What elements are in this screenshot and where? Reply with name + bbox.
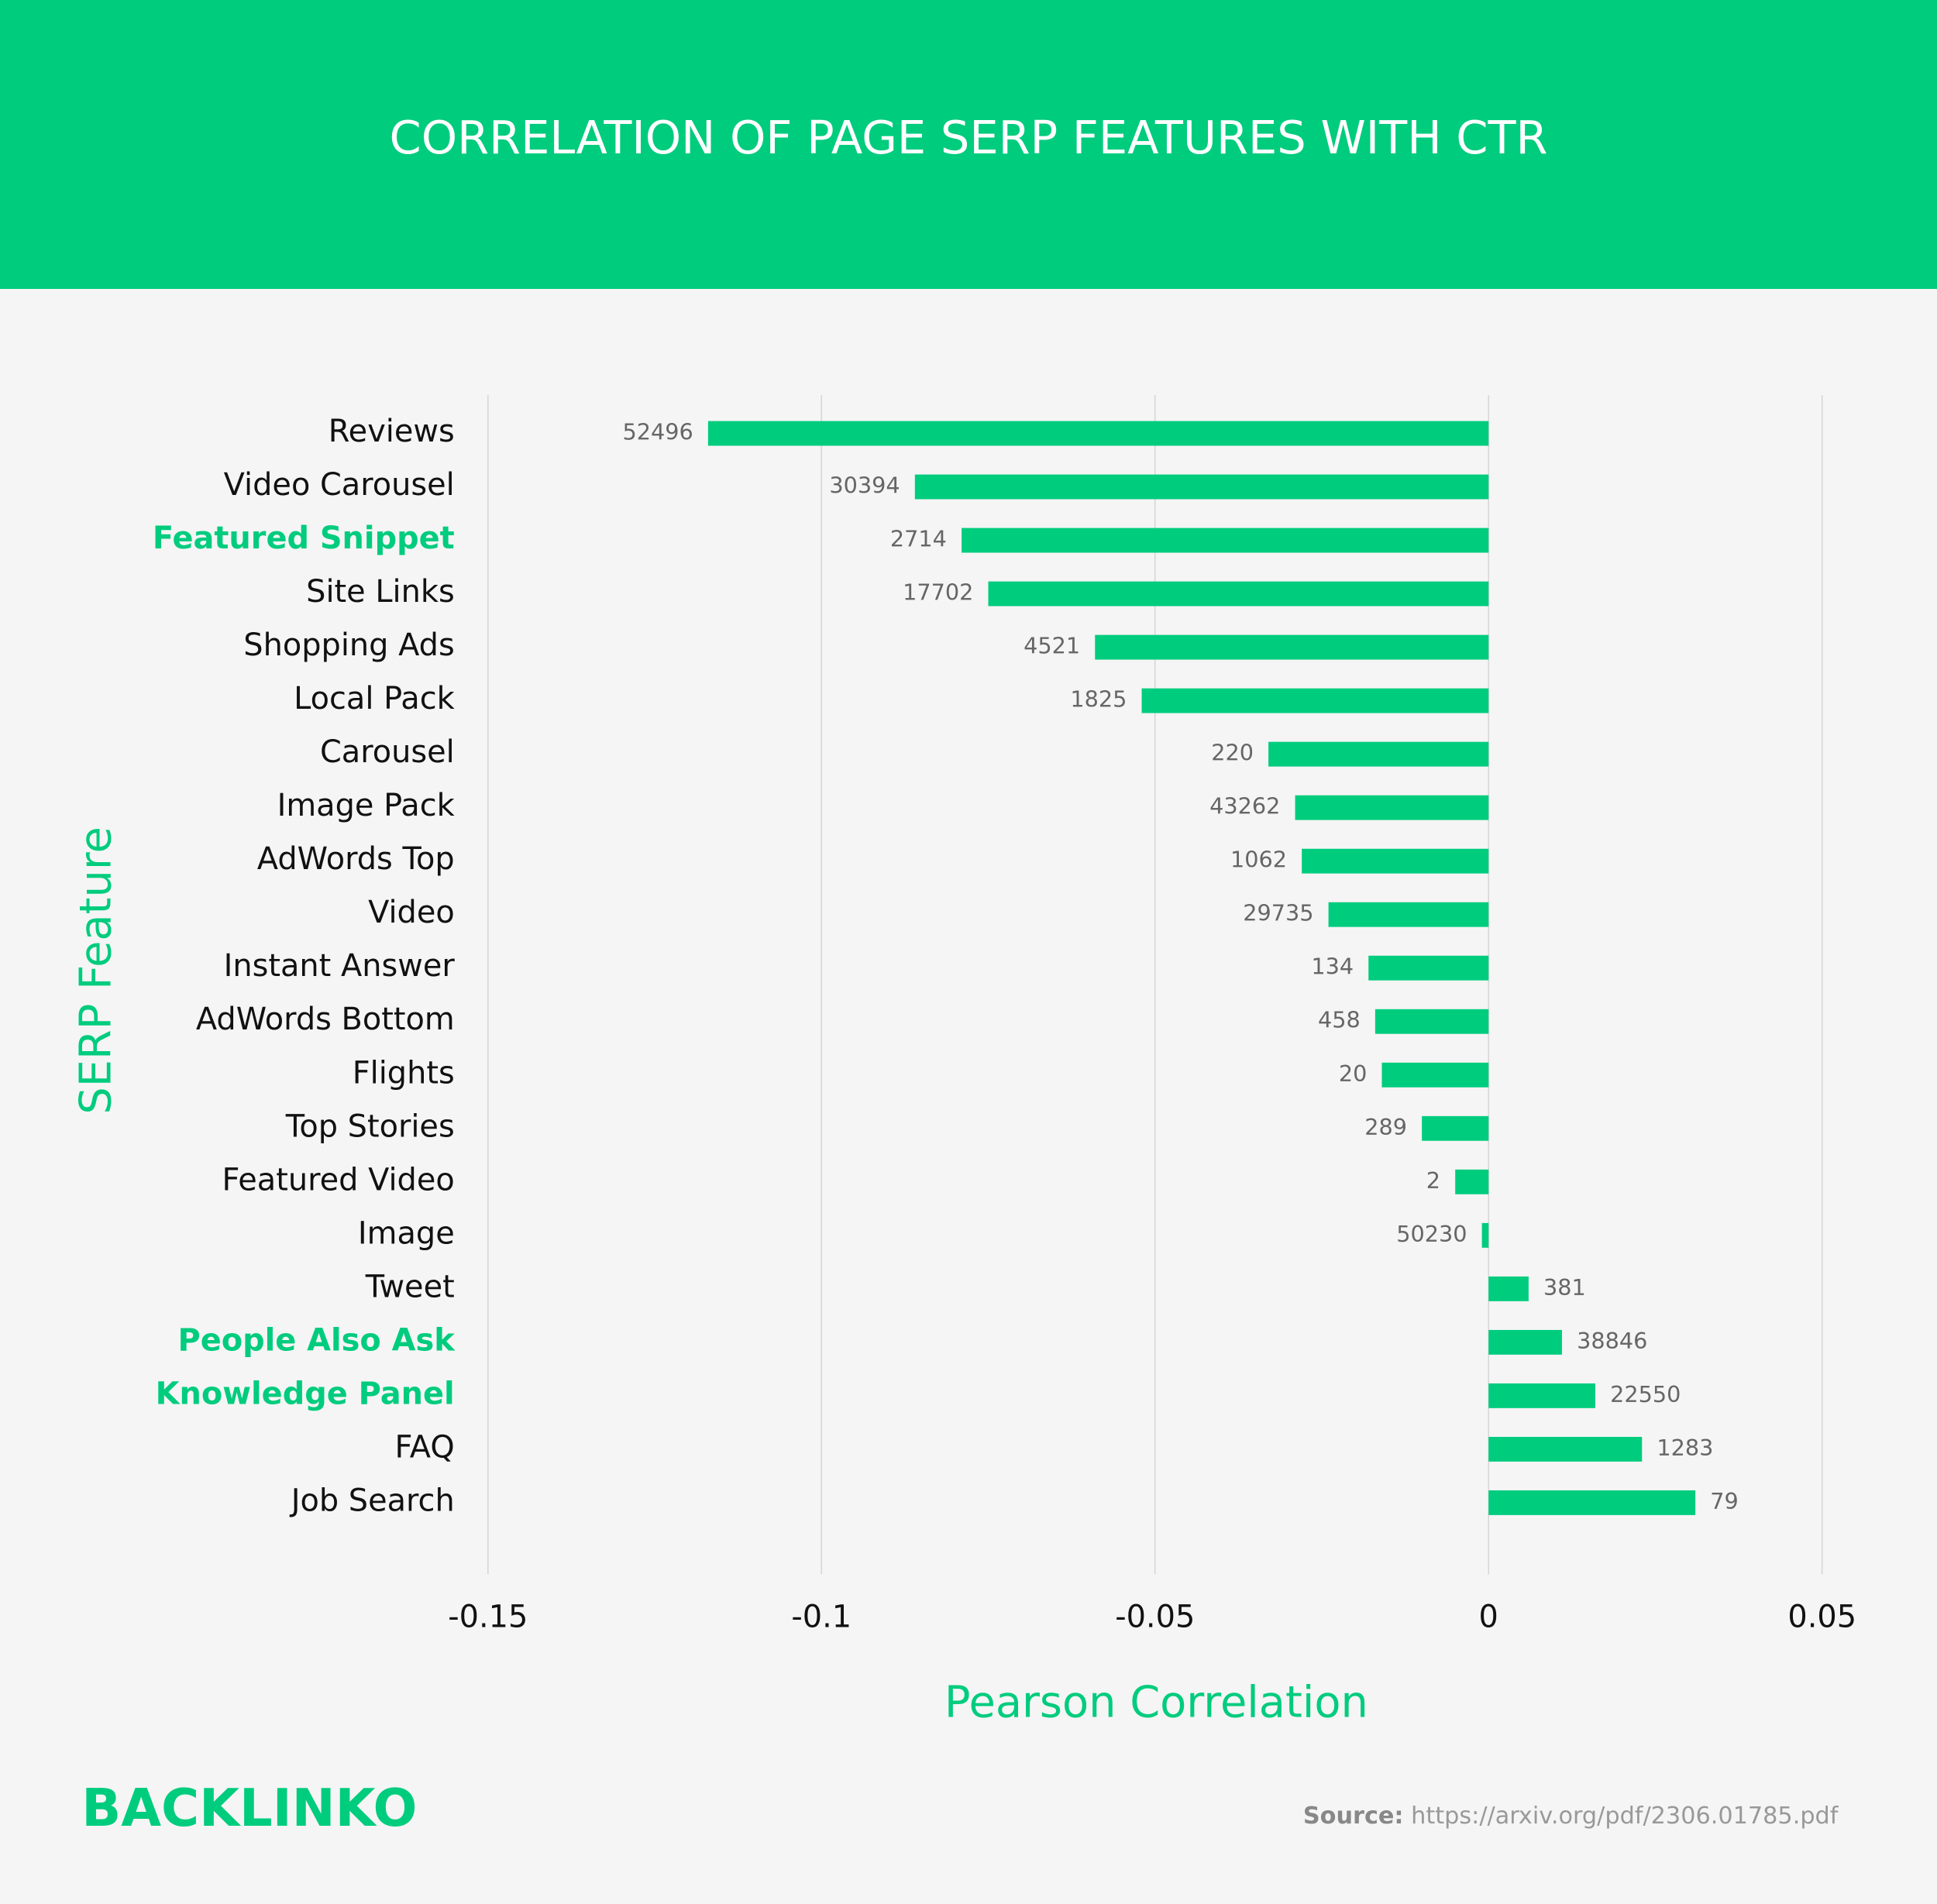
chart-title: CORRELATION OF PAGE SERP FEATURES WITH C… — [390, 111, 1548, 164]
bar — [1295, 795, 1489, 820]
y-tick-label: Tweet — [365, 1269, 455, 1304]
y-tick-label: FAQ — [395, 1429, 455, 1465]
bar — [1422, 1115, 1489, 1141]
sample-size-label: 134 — [1311, 954, 1354, 980]
source-label: Source: — [1303, 1802, 1404, 1829]
y-tick-label: Carousel — [320, 734, 455, 770]
bar — [1268, 741, 1489, 767]
y-tick-label: AdWords Top — [257, 841, 455, 877]
y-tick-label: Local Pack — [294, 681, 455, 717]
source: Source: https://arxiv.org/pdf/2306.01785… — [1303, 1802, 1839, 1829]
sample-size-label: 22550 — [1610, 1381, 1681, 1407]
bar — [1488, 1329, 1562, 1355]
bar — [962, 528, 1489, 553]
bar — [1141, 688, 1489, 713]
y-tick-label: Flights — [353, 1055, 455, 1091]
y-tick-label: People Also Ask — [178, 1322, 456, 1358]
y-tick-label: Instant Answer — [224, 948, 456, 984]
bar — [988, 581, 1489, 607]
x-axis-label: Pearson Correlation — [944, 1678, 1368, 1728]
x-tick-label: 0 — [1479, 1599, 1498, 1634]
y-tick-label: Image Pack — [277, 788, 455, 823]
sample-size-label: 1825 — [1070, 686, 1127, 713]
y-tick-label: Featured Video — [222, 1162, 455, 1198]
x-tick-label: -0.15 — [448, 1599, 528, 1634]
bar — [1481, 1222, 1489, 1248]
bar — [1328, 902, 1489, 927]
bar — [1488, 1436, 1643, 1462]
x-tick-label: 0.05 — [1787, 1599, 1856, 1634]
y-tick-label: Reviews — [329, 414, 455, 449]
sample-size-label: 30394 — [829, 473, 900, 499]
sample-size-label: 458 — [1318, 1007, 1361, 1033]
bar — [1488, 1276, 1529, 1301]
sample-size-label: 29735 — [1243, 900, 1313, 926]
y-tick-label: Video — [368, 895, 455, 930]
x-tick-label: -0.05 — [1115, 1599, 1195, 1634]
sample-size-label: 43262 — [1209, 793, 1280, 820]
y-tick-label: Site Links — [306, 574, 455, 610]
sample-size-label: 381 — [1543, 1274, 1586, 1301]
source-url: https://arxiv.org/pdf/2306.01785.pdf — [1411, 1802, 1839, 1829]
sample-size-label: 4521 — [1024, 633, 1080, 659]
bar — [1374, 1009, 1489, 1034]
y-tick-label: Video Carousel — [224, 467, 455, 503]
bar — [914, 474, 1489, 500]
bar — [1095, 634, 1489, 660]
bar — [1488, 1383, 1595, 1408]
bar — [1488, 1490, 1696, 1515]
sample-size-label: 289 — [1364, 1114, 1407, 1140]
header-band — [0, 0, 1937, 290]
sample-size-label: 50230 — [1396, 1221, 1467, 1247]
y-tick-label: AdWords Bottom — [196, 1002, 455, 1037]
y-tick-label: Featured Snippet — [153, 521, 455, 556]
sample-size-label: 1062 — [1230, 847, 1287, 873]
sample-size-label: 17702 — [903, 579, 973, 606]
bar — [1302, 848, 1489, 874]
y-tick-label: Shopping Ads — [243, 627, 454, 663]
bar — [1381, 1062, 1489, 1088]
sample-size-label: 52496 — [622, 419, 693, 445]
y-tick-label: Job Search — [289, 1483, 455, 1518]
bar — [1455, 1169, 1489, 1194]
sample-size-label: 2 — [1426, 1167, 1440, 1194]
sample-size-label: 2714 — [890, 526, 947, 552]
y-tick-label: Top Stories — [285, 1108, 455, 1144]
x-tick-label: -0.1 — [791, 1599, 852, 1634]
bar — [1368, 955, 1489, 981]
sample-size-label: 1283 — [1657, 1435, 1713, 1461]
sample-size-label: 20 — [1339, 1060, 1368, 1087]
y-tick-label: Image — [358, 1215, 455, 1251]
bar — [707, 421, 1489, 446]
y-axis-label: SERP Feature — [71, 827, 122, 1115]
logo: BACKLINKO — [81, 1778, 417, 1838]
sample-size-label: 79 — [1710, 1488, 1739, 1514]
sample-size-label: 220 — [1211, 740, 1254, 766]
sample-size-label: 38846 — [1577, 1328, 1647, 1354]
y-tick-label: Knowledge Panel — [156, 1376, 455, 1411]
